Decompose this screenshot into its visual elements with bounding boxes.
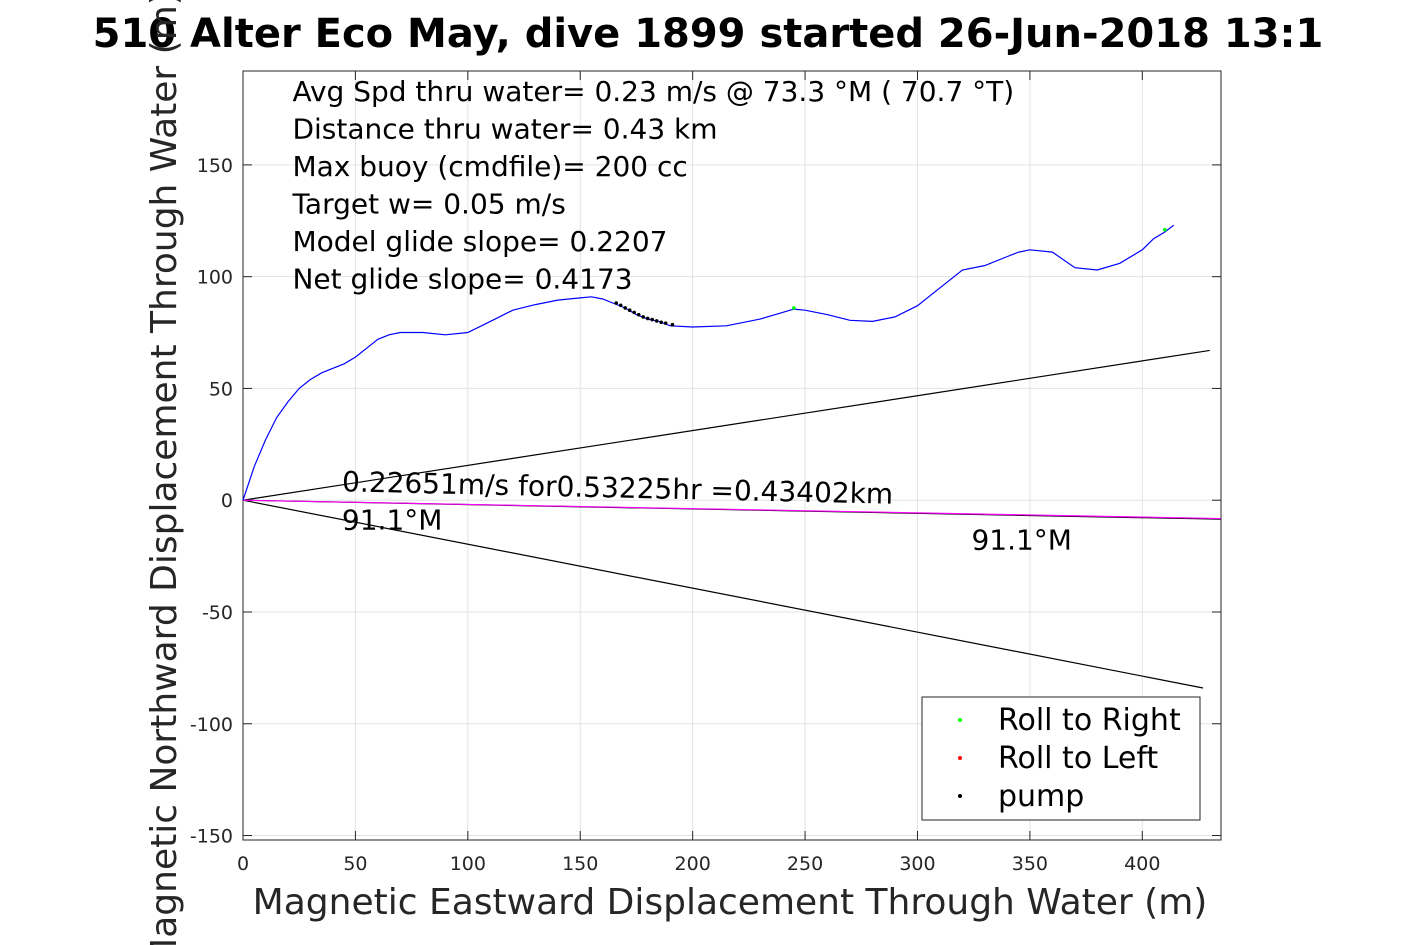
- y-tick-label: -50: [202, 602, 233, 624]
- x-tick-label: 350: [1012, 853, 1048, 875]
- series-point: [650, 317, 654, 322]
- cone-line: [242, 499, 1204, 689]
- y-tick-label: 0: [221, 490, 233, 512]
- heading-line: [242, 499, 1222, 520]
- x-tick-label: 100: [450, 853, 486, 875]
- line-annotation: 91.1°M: [342, 503, 443, 536]
- y-tick-label: -150: [190, 826, 233, 848]
- stats-annotation: Max buoy (cmdfile)= 200 cc: [292, 150, 687, 183]
- series-point: [627, 308, 632, 312]
- x-tick-label: 250: [787, 853, 823, 875]
- series-point: [663, 321, 668, 325]
- x-tick-label: 50: [343, 853, 367, 875]
- series-point: [659, 320, 663, 325]
- y-tick-label: 50: [209, 378, 233, 400]
- axis-ticks: 0 50 100 150 200 250 300 350 400 -150 -100 -50 0 50 10…: [190, 71, 1221, 875]
- x-tick-label: 300: [899, 853, 935, 875]
- y-axis-label: Magnetic Northward Displacement Through …: [144, 0, 185, 945]
- marker-layer: [614, 227, 1167, 327]
- series-point: [641, 315, 645, 319]
- series-point: [632, 310, 636, 315]
- reference-lines: [242, 349, 1222, 689]
- chart-title: 510 Alter Eco May, dive 1899 started 26-…: [93, 11, 1324, 57]
- x-axis-label: Magnetic Eastward Displacement Through W…: [253, 882, 1208, 923]
- legend-label: Roll to Left: [998, 741, 1158, 776]
- x-tick-label: 150: [562, 853, 598, 875]
- x-tick-label: 400: [1124, 853, 1160, 875]
- series-point: [614, 301, 619, 305]
- stats-annotation: Net glide slope= 0.4173: [292, 263, 632, 296]
- y-tick-label: 150: [197, 155, 233, 177]
- series-point: [1162, 227, 1167, 232]
- legend-box: [921, 696, 1201, 821]
- series-point: [670, 322, 675, 327]
- legend-marker: [958, 718, 962, 722]
- line-annotation: 91.1°M: [971, 523, 1072, 556]
- cone-line: [242, 349, 1210, 501]
- series-point: [623, 306, 628, 310]
- plot-frame: [242, 70, 1222, 841]
- legend-marker: [958, 794, 962, 798]
- stats-annotation: Model glide slope= 0.2207: [292, 225, 667, 258]
- series-point: [654, 319, 659, 323]
- series-point: [636, 312, 641, 317]
- x-tick-label: 200: [675, 853, 711, 875]
- stats-annotation: Distance thru water= 0.43 km: [292, 113, 717, 146]
- legend-label: pump: [998, 779, 1084, 814]
- series-point: [792, 306, 796, 310]
- y-tick-label: -100: [190, 714, 233, 736]
- y-tick-label: 100: [197, 267, 233, 289]
- stats-annotation: Target w= 0.05 m/s: [291, 188, 565, 221]
- legend-marker: [958, 756, 962, 760]
- series-point: [618, 303, 623, 308]
- legend-label: Roll to Right: [998, 703, 1181, 738]
- x-tick-label: 0: [237, 853, 249, 875]
- stats-annotation: Avg Spd thru water= 0.23 m/s @ 73.3 °M (…: [292, 75, 1014, 108]
- series-point: [645, 316, 650, 321]
